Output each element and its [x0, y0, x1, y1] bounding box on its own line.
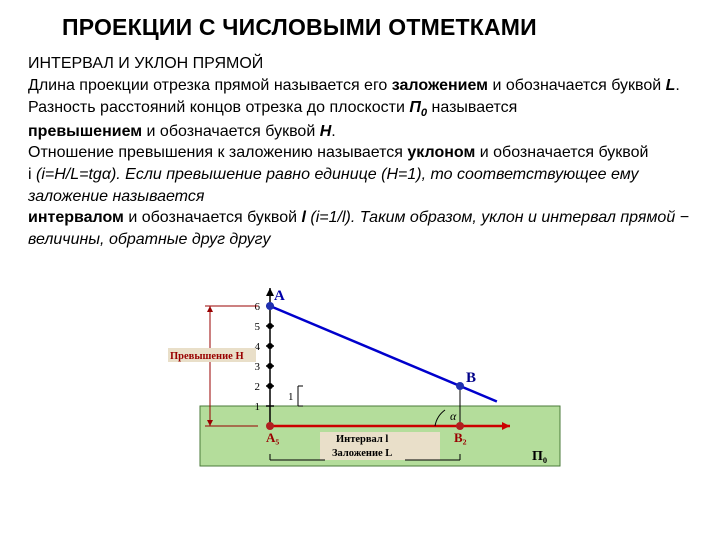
figure-container: 123456Превышение H1αАВА₅В₂Интервал lЗало… — [0, 276, 720, 486]
sym-H: Н — [320, 123, 332, 140]
svg-text:П₀: П₀ — [532, 449, 547, 464]
svg-text:Интервал l: Интервал l — [336, 434, 388, 445]
label-prev: Превышение H — [170, 351, 244, 362]
t: Отношение превышения к заложению называе… — [28, 144, 407, 161]
term-zalozhenie: заложением — [392, 77, 488, 94]
t: и обозначается буквой — [488, 77, 666, 94]
svg-text:Заложение L: Заложение L — [332, 448, 392, 459]
diagram-svg: 123456Превышение H1αАВА₅В₂Интервал lЗало… — [150, 276, 570, 486]
formula-1: (i=H/L=tgα). Если превышение равно едини… — [28, 166, 638, 205]
t: называется — [427, 99, 517, 116]
term-prevyshenie: превышением — [28, 123, 142, 140]
svg-text:А: А — [274, 288, 285, 304]
svg-text:6: 6 — [255, 301, 261, 313]
diagram: 123456Превышение H1αАВА₅В₂Интервал lЗало… — [150, 276, 570, 486]
term-uklon: уклоном — [407, 144, 475, 161]
t: Длина проекции отрезка прямой называется… — [28, 77, 392, 94]
t: . — [675, 77, 679, 94]
svg-text:2: 2 — [255, 381, 261, 393]
svg-text:В: В — [466, 370, 476, 386]
t: Разность расстояний концов отрезка до пл… — [28, 99, 409, 116]
svg-text:1: 1 — [288, 391, 294, 403]
svg-text:1: 1 — [255, 401, 261, 413]
subtitle: ИНТЕРВАЛ И УКЛОН ПРЯМОЙ — [28, 55, 692, 73]
t: и обозначается буквой — [124, 209, 302, 226]
body-paragraph: Длина проекции отрезка прямой называется… — [28, 75, 692, 250]
svg-text:α: α — [450, 409, 457, 423]
sym-P: П — [409, 99, 421, 116]
t: . — [331, 123, 335, 140]
svg-text:3: 3 — [255, 361, 261, 373]
svg-text:В₂: В₂ — [454, 430, 467, 445]
t: и обозначается буквой — [475, 144, 648, 161]
t: и обозначается буквой — [142, 123, 320, 140]
page-title: ПРОЕКЦИИ С ЧИСЛОВЫМИ ОТМЕТКАМИ — [62, 14, 692, 41]
sym-L: L — [666, 77, 676, 94]
term-interval: интервалом — [28, 209, 124, 226]
svg-text:5: 5 — [255, 321, 261, 333]
svg-text:А₅: А₅ — [266, 430, 279, 445]
